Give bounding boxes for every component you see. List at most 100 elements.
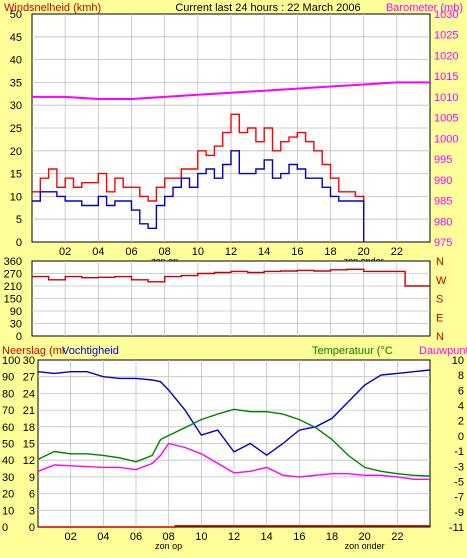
rain-y-tick-label: 6	[29, 489, 35, 501]
temperature-y-tick-label: -7	[454, 492, 464, 504]
wind-y-tick-label: 50	[10, 9, 22, 21]
barometer-series-line	[32, 81, 430, 100]
wind-x-tick-label: 04	[92, 246, 104, 258]
wind-y-tick-label: 35	[10, 77, 22, 89]
climate-x-tick-label: 06	[130, 531, 142, 543]
temperature-y-tick-label: 8	[458, 370, 464, 382]
climate-x-tick-label: 14	[261, 531, 273, 543]
barometer-y-tick-label: 1020	[434, 50, 458, 62]
barometer-y-tick-label: 1015	[434, 71, 458, 83]
climate-x-tick-label: 08	[163, 531, 175, 543]
climate-x-tick-label: 18	[326, 531, 338, 543]
direction-y-tick-label: 360	[4, 256, 22, 268]
direction-series-line	[32, 268, 430, 287]
temperature-axis-title: Temperatuur (°C	[312, 345, 393, 357]
climate-x-tick-label: 12	[228, 531, 240, 543]
barometer-y-tick-label: 1010	[434, 92, 458, 104]
wind-y-tick-label: 0	[16, 237, 22, 249]
humidity-series-line	[37, 369, 431, 457]
direction-y-tick-label: 150	[4, 294, 22, 306]
barometer-y-tick-label: 1025	[434, 30, 458, 42]
barometer-y-tick-label: 1005	[434, 113, 458, 125]
temperature-y-tick-label: 4	[458, 401, 464, 413]
humidity-y-tick-label: 10	[2, 505, 14, 517]
climate-x-tick-label: 04	[97, 531, 109, 543]
humidity-y-tick-label: 30	[2, 472, 14, 484]
wind-x-tick-label: 02	[59, 246, 71, 258]
wind-x-tick-label: 10	[192, 246, 204, 258]
humidity-y-tick-label: 40	[2, 455, 14, 467]
chart-main-title: Current last 24 hours : 22 March 2006	[175, 2, 360, 14]
barometer-y-tick-label: 1000	[434, 133, 458, 145]
rain-y-tick-label: 21	[23, 405, 35, 417]
temperature-y-tick-label: 6	[458, 385, 464, 397]
direction-y-tick-label: 90	[10, 306, 22, 318]
dewpoint-axis-title: Dauwpunt	[419, 345, 467, 357]
wind-x-tick-label: 22	[391, 246, 403, 258]
rain-y-tick-label: 0	[29, 522, 35, 534]
temperature-y-tick-label: -1	[454, 446, 464, 458]
wind-x-tick-label: 16	[291, 246, 303, 258]
rain-y-tick-label: 18	[23, 422, 35, 434]
barometer-y-tick-label: 995	[434, 154, 452, 166]
wind-x-tick-label: 06	[125, 246, 137, 258]
rain-y-tick-label: 24	[23, 388, 35, 400]
humidity-y-tick-label: 0	[2, 522, 8, 534]
climate-x-tick-label: 10	[195, 531, 207, 543]
temperature-y-tick-label: -3	[454, 461, 464, 473]
compass-y-tick-label: N	[436, 331, 444, 343]
humidity-y-tick-label: 20	[2, 489, 14, 501]
temperature-y-tick-label: 10	[452, 355, 464, 367]
wind-x-tick-label: 12	[225, 246, 237, 258]
climate-x-annotation: zon onder	[345, 541, 385, 551]
climate-x-tick-label: 16	[293, 531, 305, 543]
humidity-y-tick-label: 90	[2, 372, 14, 384]
climate-x-tick-label: 02	[65, 531, 77, 543]
humidity-y-tick-label: 100	[2, 355, 20, 367]
temperature-y-tick-label: -11	[449, 522, 464, 534]
rain-y-tick-label: 12	[23, 455, 35, 467]
direction-y-tick-label: 0	[16, 331, 22, 343]
humidity-y-tick-label: 70	[2, 405, 14, 417]
barometer-y-tick-label: 980	[434, 216, 452, 228]
temperature-y-tick-label: -5	[454, 476, 464, 488]
humidity-y-tick-label: 80	[2, 388, 14, 400]
wind-average-series-line	[32, 150, 365, 242]
compass-y-tick-label: W	[436, 275, 447, 287]
barometer-axis-title: Barometer (mb)	[386, 2, 463, 14]
rain-axis-title: Neerslag (mr	[2, 345, 66, 357]
wind-x-tick-label: 08	[159, 246, 171, 258]
rain-y-tick-label: 9	[29, 472, 35, 484]
rain-y-tick-label: 30	[23, 355, 35, 367]
wind-x-tick-label: 14	[258, 246, 270, 258]
wind-y-tick-label: 45	[10, 32, 22, 44]
barometer-y-tick-label: 990	[434, 175, 452, 187]
wind-axis-title: Windsnelheid (kmh)	[4, 2, 101, 14]
barometer-y-tick-label: 985	[434, 196, 452, 208]
compass-y-tick-label: E	[436, 312, 443, 324]
wind-y-tick-label: 25	[10, 123, 22, 135]
wind-y-tick-label: 20	[10, 146, 22, 158]
temperature-series-line	[37, 408, 431, 477]
dewpoint-series-line	[37, 442, 430, 480]
barometer-y-tick-label: 975	[434, 237, 452, 249]
rain-y-tick-label: 3	[29, 505, 35, 517]
humidity-y-tick-label: 50	[2, 439, 14, 451]
climate-x-tick-label: 22	[391, 531, 403, 543]
wind-y-tick-label: 30	[10, 100, 22, 112]
wind-y-tick-label: 15	[10, 169, 22, 181]
temperature-y-tick-label: 0	[458, 431, 464, 443]
wind-x-tick-label: 20	[358, 246, 370, 258]
temperature-y-tick-label: -9	[454, 507, 464, 519]
wind-y-tick-label: 10	[10, 191, 22, 203]
rain-series-line	[38, 525, 430, 528]
wind-y-tick-label: 5	[16, 214, 22, 226]
direction-y-tick-label: 30	[10, 319, 22, 331]
barometer-y-tick-label: 1030	[434, 9, 458, 21]
temperature-y-tick-label: 2	[458, 416, 464, 428]
humidity-y-tick-label: 60	[2, 422, 14, 434]
compass-y-tick-label: S	[436, 294, 443, 306]
climate-x-tick-label: 20	[359, 531, 371, 543]
